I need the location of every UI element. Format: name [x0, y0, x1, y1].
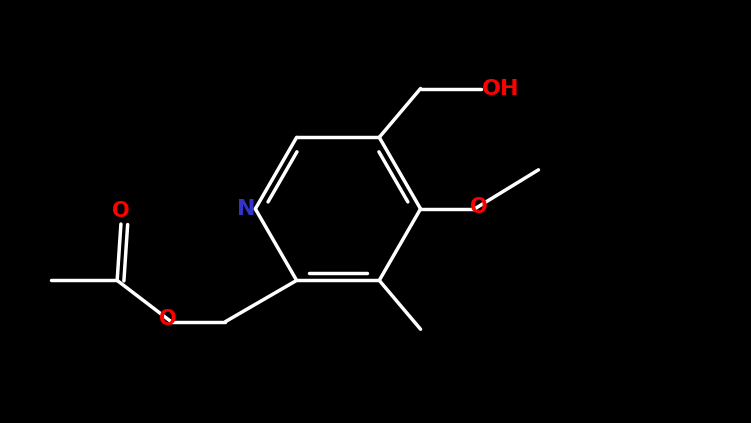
Text: OH: OH [482, 79, 520, 99]
Text: O: O [158, 310, 176, 330]
Text: N: N [237, 199, 255, 219]
Text: O: O [112, 201, 130, 220]
Text: O: O [469, 197, 487, 217]
